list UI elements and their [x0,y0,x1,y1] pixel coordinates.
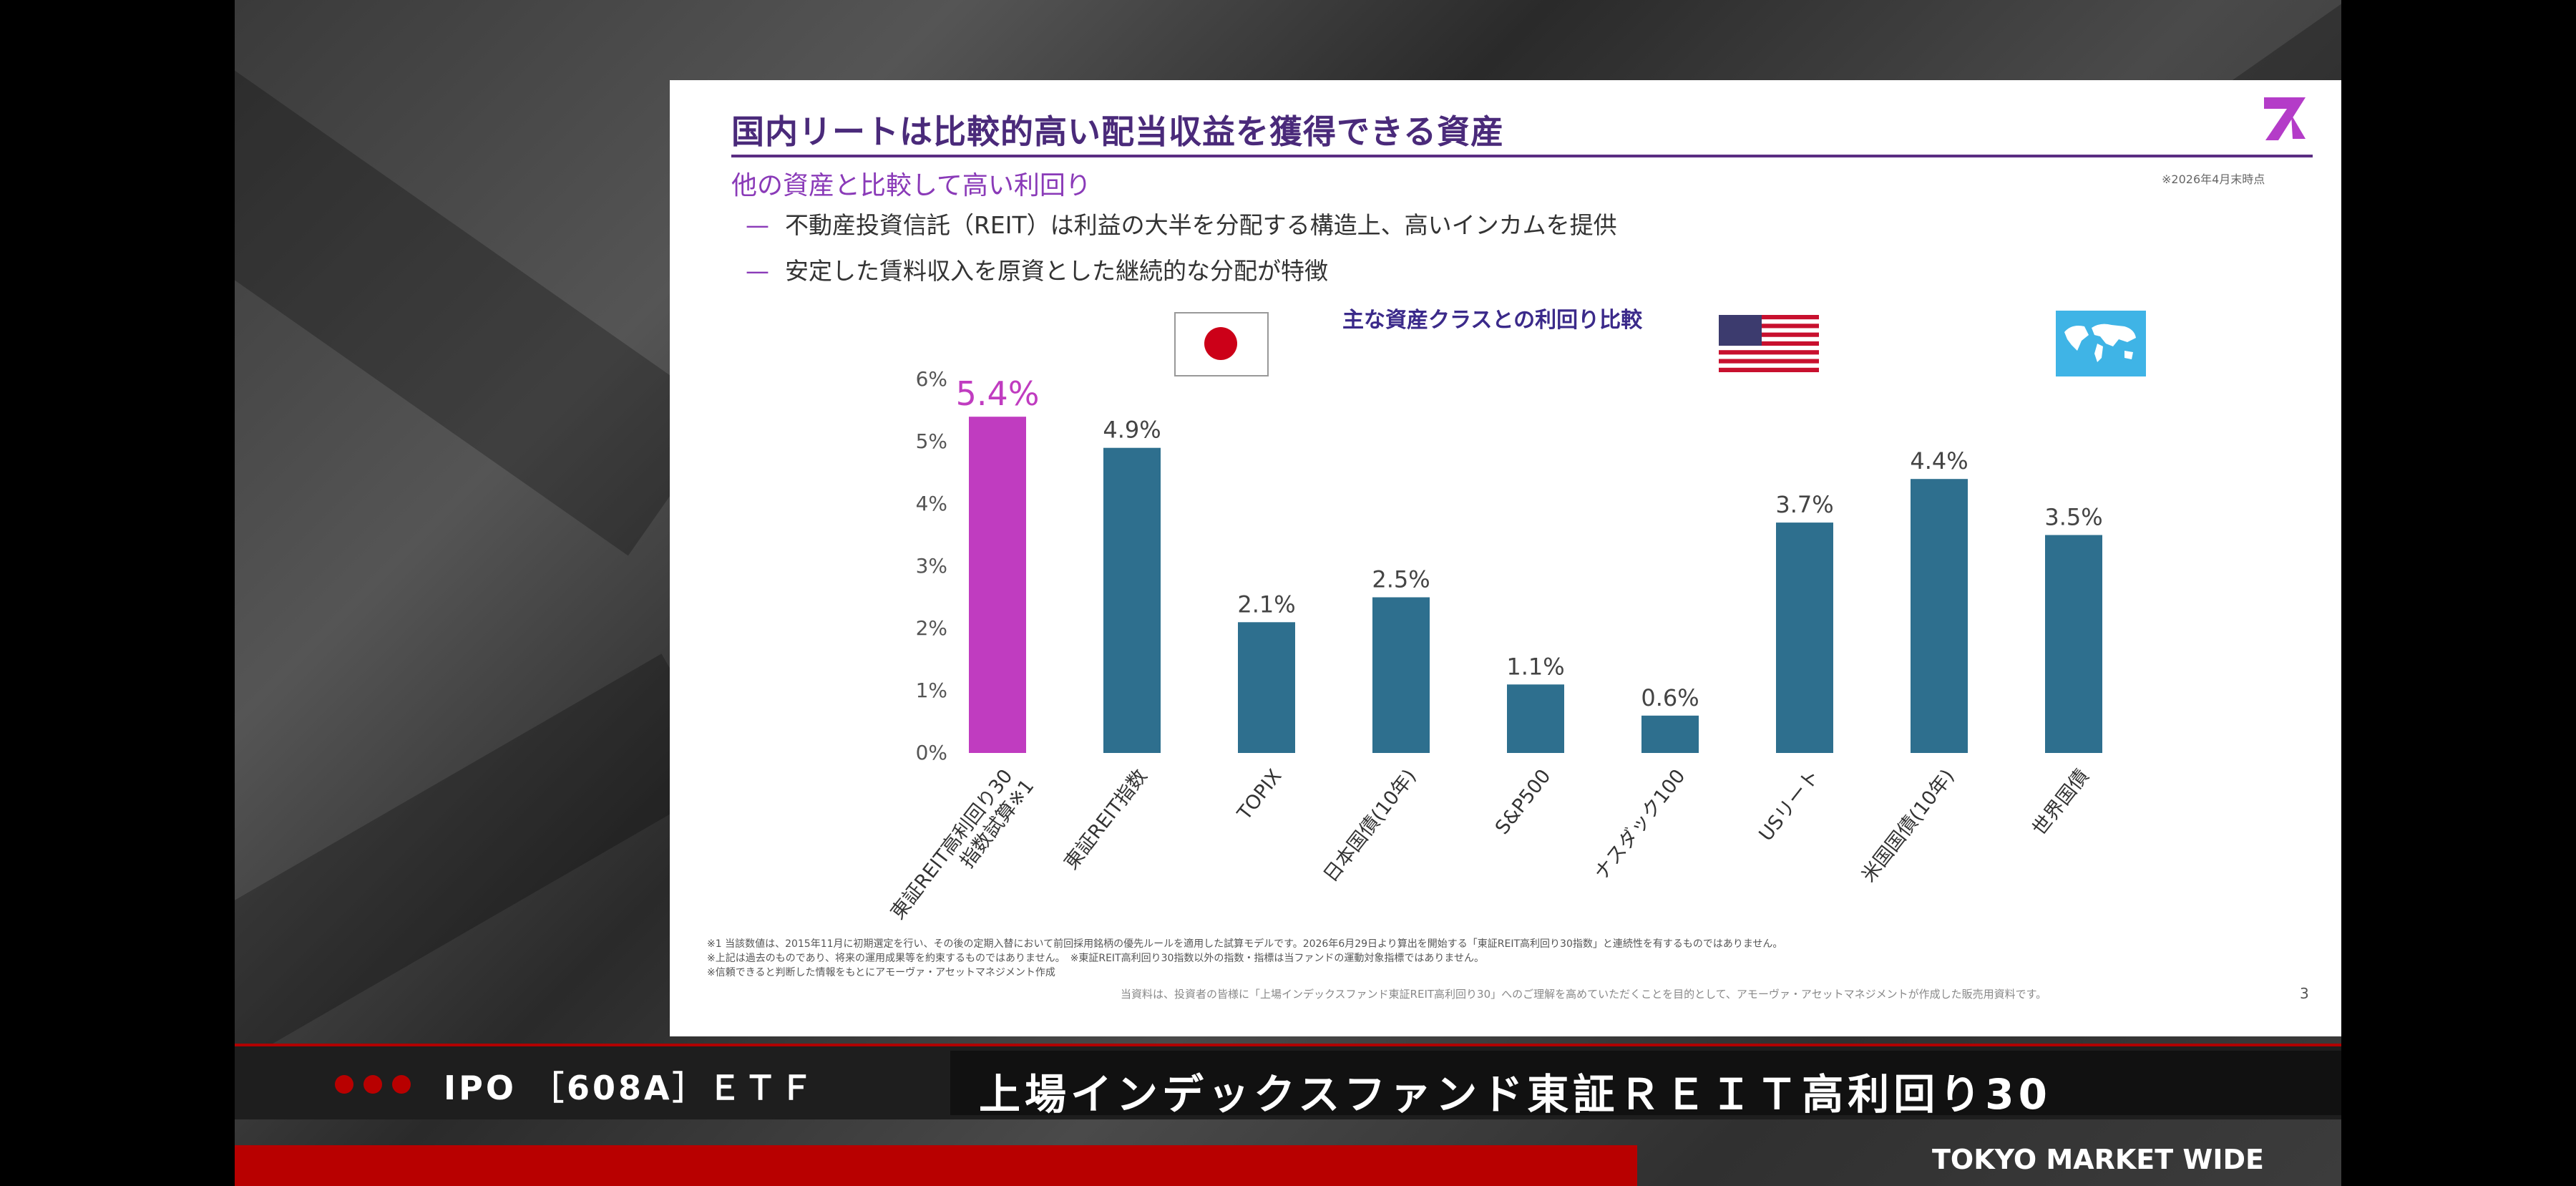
data-label: 3.5% [2044,504,2102,531]
x-tick-label: USリート [1755,765,1824,845]
world-map-icon [2056,311,2146,376]
y-tick-label: 4% [916,492,947,515]
bullet-item: — 不動産投資信託（REIT）は利益の大半を分配する構造上、高いインカムを提供 [746,211,1617,239]
page-number: 3 [2300,985,2309,1002]
data-label: 5.4% [956,374,1040,413]
bar [1507,684,1564,753]
presentation-slide: 国内リートは比較的高い配当収益を獲得できる資産 他の資産と比較して高い利回り ※… [670,80,2341,1036]
data-label: 4.4% [1910,447,1968,475]
x-tick-label: TOPIX [1233,765,1287,825]
data-label: 2.1% [1237,590,1295,618]
footnote: ※1 当該数値は、2015年11月に初期選定を行い、その後の定期入替において前回… [707,938,1783,950]
bar [1911,479,1968,753]
ticker-dot [364,1075,382,1094]
ticker-headline: 上場インデックスファンド東証ＲＥＩＴ高利回り30 [979,1070,2051,1119]
ticker-dot [335,1075,353,1094]
usa-flag-icon [1719,315,1819,372]
channel-brand: TOKYO MARKET WIDE [1932,1144,2264,1175]
bar [2045,535,2102,753]
bar [1238,622,1295,753]
studio-background: 国内リートは比較的高い配当収益を獲得できる資産 他の資産と比較して高い利回り ※… [235,0,2341,1186]
japan-flag-icon [1174,312,1269,376]
bar [1103,447,1161,753]
x-tick-label: S&P500 [1491,765,1556,839]
y-tick-label: 2% [916,616,947,640]
bar [1372,597,1430,753]
slide-subtitle: 他の資産と比較して高い利回り [731,171,1091,200]
ticker-dot [392,1075,411,1094]
data-label: 4.9% [1103,417,1161,444]
x-tick-label: 東証REIT高利回り30 [887,765,1017,923]
y-tick-label: 5% [916,429,947,453]
bottom-red-bar [235,1145,1637,1186]
bar [969,417,1026,753]
ticker-code: IPO ［608A］ＥＴＦ [444,1069,816,1107]
x-tick-label: 世界国債 [2029,765,2094,840]
data-label: 2.5% [1372,566,1430,593]
data-label: 1.1% [1506,653,1564,680]
slide-title: 国内リートは比較的高い配当収益を獲得できる資産 [731,112,1505,151]
x-tick-label: ナスダック100 [1590,765,1689,884]
ticker-headline-box: 上場インデックスファンド東証ＲＥＩＴ高利回り30 [950,1051,2341,1119]
footnote: ※上記は過去のものであり、将来の運用成果等を約束するものではありません。 ※東証… [707,953,1484,964]
yield-bar-chart: 0%1%2%3%4%5%6% 5.4%東証REIT高利回り30指数試算※14.9%… [887,367,2103,924]
amova-logo-icon [2264,97,2306,140]
title-divider [731,155,2313,157]
y-tick-label: 1% [916,679,947,702]
slide-footer: 当資料は、投資者の皆様に「上場インデックスファンド東証REIT高利回り30」への… [1121,988,2047,1001]
bar [1641,715,1699,753]
y-tick-label: 6% [916,367,947,391]
date-note: ※2026年4月末時点 [2162,172,2265,186]
x-tick-label: 日本国債(10年) [1319,765,1421,886]
right-letterbox [2341,0,2576,1186]
x-tick-label: 米国国債(10年) [1858,765,1959,886]
data-label: 0.6% [1641,684,1699,711]
footnote: ※信頼できると判断した情報をもとにアモーヴァ・アセットマネジメント作成 [707,967,1055,978]
bar [1776,522,1833,753]
data-label: 3.7% [1775,491,1833,518]
chart-title: 主な資産クラスとの利回り比較 [1342,308,1643,333]
news-ticker: IPO ［608A］ＥＴＦ 上場インデックスファンド東証ＲＥＩＴ高利回り30 [235,1044,2341,1119]
y-tick-label: 3% [916,554,947,578]
left-letterbox [0,0,235,1186]
x-tick-label: 東証REIT指数 [1060,765,1151,874]
y-tick-label: 0% [916,741,947,764]
bullet-item: — 安定した賃料収入を原資とした継続的な分配が特徴 [746,257,1328,285]
